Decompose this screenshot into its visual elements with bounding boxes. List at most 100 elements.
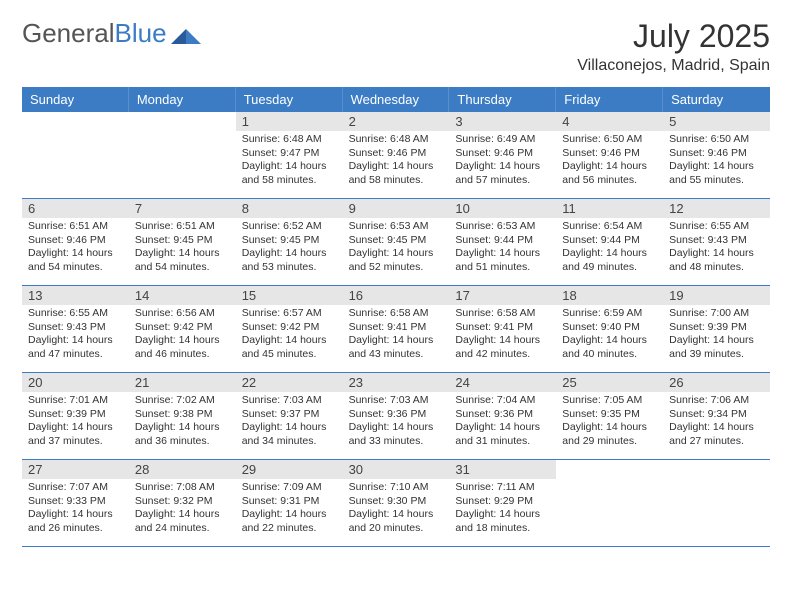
sunrise-line: Sunrise: 6:58 AM [455, 307, 550, 321]
daylight-line: Daylight: 14 hours and 55 minutes. [669, 160, 764, 187]
sunrise-line: Sunrise: 7:09 AM [242, 481, 337, 495]
day-number: 15 [236, 286, 343, 305]
sunset-line: Sunset: 9:32 PM [135, 495, 230, 509]
daylight-line: Daylight: 14 hours and 54 minutes. [28, 247, 123, 274]
weekday-header: Monday [129, 87, 236, 112]
sunrise-line: Sunrise: 6:58 AM [349, 307, 444, 321]
day-number: 19 [663, 286, 770, 305]
sunset-line: Sunset: 9:43 PM [28, 321, 123, 335]
sunrise-line: Sunrise: 7:01 AM [28, 394, 123, 408]
day-number: 29 [236, 460, 343, 479]
day-number: 5 [663, 112, 770, 131]
day-cell: 15Sunrise: 6:57 AMSunset: 9:42 PMDayligh… [236, 286, 343, 372]
day-content: Sunrise: 6:50 AMSunset: 9:46 PMDaylight:… [663, 131, 770, 192]
daylight-line: Daylight: 14 hours and 47 minutes. [28, 334, 123, 361]
daylight-line: Daylight: 14 hours and 51 minutes. [455, 247, 550, 274]
day-cell: 29Sunrise: 7:09 AMSunset: 9:31 PMDayligh… [236, 460, 343, 546]
day-number: 26 [663, 373, 770, 392]
daylight-line: Daylight: 14 hours and 24 minutes. [135, 508, 230, 535]
sunset-line: Sunset: 9:40 PM [562, 321, 657, 335]
month-title: July 2025 [577, 18, 770, 55]
day-cell: 1Sunrise: 6:48 AMSunset: 9:47 PMDaylight… [236, 112, 343, 198]
sunrise-line: Sunrise: 6:49 AM [455, 133, 550, 147]
sunrise-line: Sunrise: 7:07 AM [28, 481, 123, 495]
day-number: 25 [556, 373, 663, 392]
day-content: Sunrise: 7:04 AMSunset: 9:36 PMDaylight:… [449, 392, 556, 453]
day-content: Sunrise: 6:58 AMSunset: 9:41 PMDaylight:… [449, 305, 556, 366]
day-number: 31 [449, 460, 556, 479]
daylight-line: Daylight: 14 hours and 27 minutes. [669, 421, 764, 448]
day-content: Sunrise: 6:54 AMSunset: 9:44 PMDaylight:… [556, 218, 663, 279]
day-content: Sunrise: 6:56 AMSunset: 9:42 PMDaylight:… [129, 305, 236, 366]
day-content: Sunrise: 7:02 AMSunset: 9:38 PMDaylight:… [129, 392, 236, 453]
sunrise-line: Sunrise: 7:05 AM [562, 394, 657, 408]
day-cell: 26Sunrise: 7:06 AMSunset: 9:34 PMDayligh… [663, 373, 770, 459]
sunset-line: Sunset: 9:39 PM [28, 408, 123, 422]
day-number: 20 [22, 373, 129, 392]
day-content: Sunrise: 7:01 AMSunset: 9:39 PMDaylight:… [22, 392, 129, 453]
day-cell: 2Sunrise: 6:48 AMSunset: 9:46 PMDaylight… [343, 112, 450, 198]
daylight-line: Daylight: 14 hours and 43 minutes. [349, 334, 444, 361]
sunrise-line: Sunrise: 7:08 AM [135, 481, 230, 495]
sunset-line: Sunset: 9:34 PM [669, 408, 764, 422]
sunset-line: Sunset: 9:36 PM [455, 408, 550, 422]
sunrise-line: Sunrise: 6:48 AM [242, 133, 337, 147]
sunrise-line: Sunrise: 6:53 AM [349, 220, 444, 234]
day-cell [22, 112, 129, 198]
sunrise-line: Sunrise: 7:00 AM [669, 307, 764, 321]
day-number: 14 [129, 286, 236, 305]
sunrise-line: Sunrise: 6:57 AM [242, 307, 337, 321]
daylight-line: Daylight: 14 hours and 40 minutes. [562, 334, 657, 361]
sunset-line: Sunset: 9:46 PM [349, 147, 444, 161]
day-number: 13 [22, 286, 129, 305]
logo: GeneralBlue [22, 18, 201, 49]
sunrise-line: Sunrise: 6:51 AM [135, 220, 230, 234]
sunrise-line: Sunrise: 7:11 AM [455, 481, 550, 495]
day-cell [556, 460, 663, 546]
day-number: 17 [449, 286, 556, 305]
sunrise-line: Sunrise: 6:51 AM [28, 220, 123, 234]
title-block: July 2025 Villaconejos, Madrid, Spain [577, 18, 770, 75]
day-number: 2 [343, 112, 450, 131]
logo-triangle-icon [171, 24, 201, 44]
daylight-line: Daylight: 14 hours and 29 minutes. [562, 421, 657, 448]
weekday-header: Thursday [449, 87, 556, 112]
day-number: 6 [22, 199, 129, 218]
day-cell: 21Sunrise: 7:02 AMSunset: 9:38 PMDayligh… [129, 373, 236, 459]
day-number: 21 [129, 373, 236, 392]
day-cell: 23Sunrise: 7:03 AMSunset: 9:36 PMDayligh… [343, 373, 450, 459]
day-number: 28 [129, 460, 236, 479]
day-cell: 18Sunrise: 6:59 AMSunset: 9:40 PMDayligh… [556, 286, 663, 372]
sunset-line: Sunset: 9:42 PM [135, 321, 230, 335]
day-cell: 8Sunrise: 6:52 AMSunset: 9:45 PMDaylight… [236, 199, 343, 285]
weekday-header: Sunday [22, 87, 129, 112]
day-cell: 30Sunrise: 7:10 AMSunset: 9:30 PMDayligh… [343, 460, 450, 546]
day-cell: 3Sunrise: 6:49 AMSunset: 9:46 PMDaylight… [449, 112, 556, 198]
daylight-line: Daylight: 14 hours and 20 minutes. [349, 508, 444, 535]
day-cell: 27Sunrise: 7:07 AMSunset: 9:33 PMDayligh… [22, 460, 129, 546]
day-cell: 12Sunrise: 6:55 AMSunset: 9:43 PMDayligh… [663, 199, 770, 285]
sunset-line: Sunset: 9:47 PM [242, 147, 337, 161]
sunset-line: Sunset: 9:43 PM [669, 234, 764, 248]
sunrise-line: Sunrise: 7:03 AM [242, 394, 337, 408]
sunrise-line: Sunrise: 6:50 AM [562, 133, 657, 147]
header: GeneralBlue July 2025 Villaconejos, Madr… [22, 18, 770, 75]
day-content: Sunrise: 6:52 AMSunset: 9:45 PMDaylight:… [236, 218, 343, 279]
day-content: Sunrise: 6:48 AMSunset: 9:47 PMDaylight:… [236, 131, 343, 192]
location: Villaconejos, Madrid, Spain [577, 57, 770, 75]
day-cell: 19Sunrise: 7:00 AMSunset: 9:39 PMDayligh… [663, 286, 770, 372]
day-content: Sunrise: 7:03 AMSunset: 9:36 PMDaylight:… [343, 392, 450, 453]
day-cell: 24Sunrise: 7:04 AMSunset: 9:36 PMDayligh… [449, 373, 556, 459]
day-content: Sunrise: 6:53 AMSunset: 9:45 PMDaylight:… [343, 218, 450, 279]
sunset-line: Sunset: 9:33 PM [28, 495, 123, 509]
day-number: 24 [449, 373, 556, 392]
day-content: Sunrise: 6:55 AMSunset: 9:43 PMDaylight:… [22, 305, 129, 366]
daylight-line: Daylight: 14 hours and 18 minutes. [455, 508, 550, 535]
sunrise-line: Sunrise: 6:52 AM [242, 220, 337, 234]
weekday-header: Friday [556, 87, 663, 112]
daylight-line: Daylight: 14 hours and 54 minutes. [135, 247, 230, 274]
sunset-line: Sunset: 9:35 PM [562, 408, 657, 422]
day-number: 12 [663, 199, 770, 218]
weekday-header: Tuesday [236, 87, 343, 112]
day-content: Sunrise: 7:11 AMSunset: 9:29 PMDaylight:… [449, 479, 556, 540]
